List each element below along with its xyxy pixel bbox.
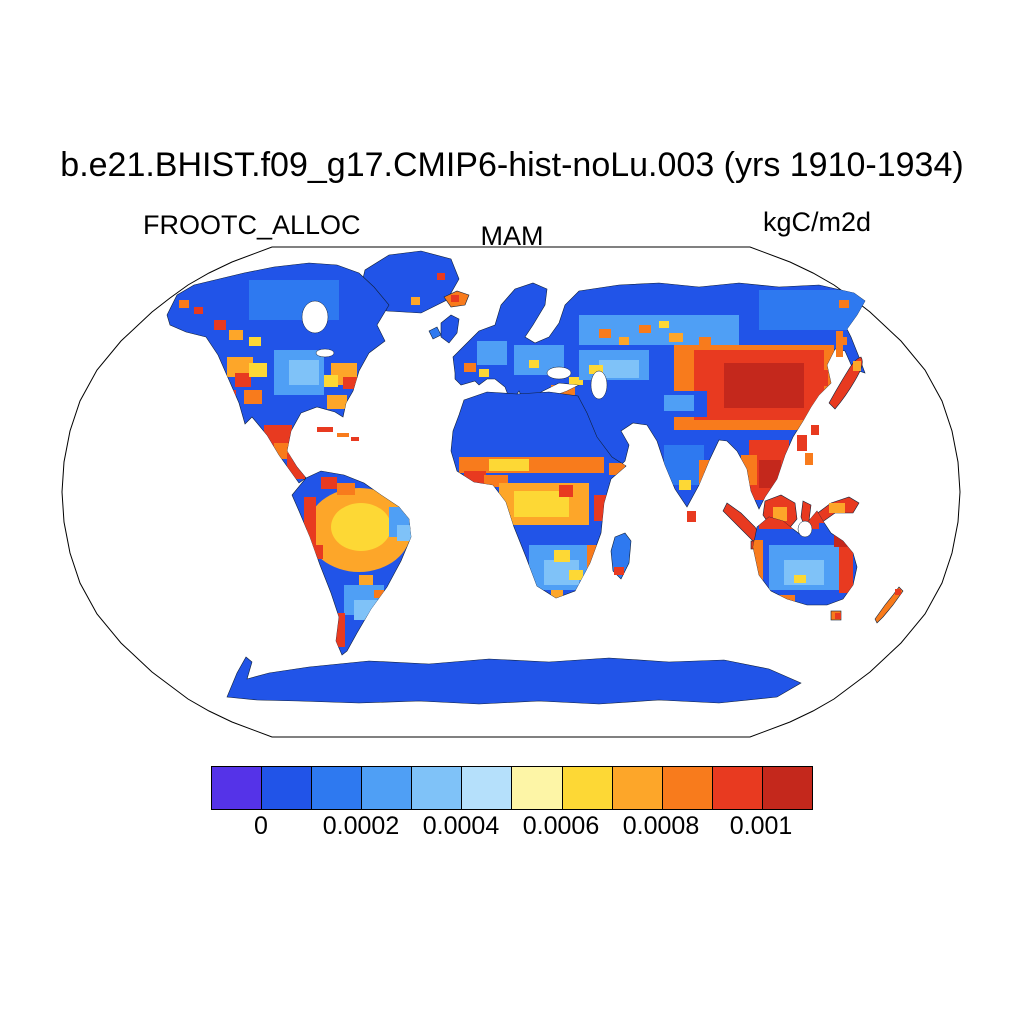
colorbar-tick-label: 0.0008 — [622, 812, 700, 840]
colorbar-tick-label: 0 — [254, 812, 268, 840]
continent-south-america — [291, 470, 412, 656]
colorbar-tick-label: 0.001 — [729, 812, 793, 840]
colorbar-segment — [462, 767, 513, 809]
season-label: MAM — [480, 221, 544, 251]
islands-east-asia — [687, 331, 863, 522]
colorbar-tick-label: 0.0006 — [522, 812, 600, 840]
gulf-of-carpentaria — [797, 520, 813, 538]
islands-british-isles — [428, 314, 460, 344]
black-sea — [546, 366, 572, 380]
colorbar-segment — [562, 767, 613, 809]
continent-north-america — [166, 262, 390, 484]
continent-eurasia — [452, 282, 866, 510]
hudson-bay — [301, 300, 329, 334]
colorbar-ticks: 0 0.0002 0.0004 0.0006 0.0008 0.001 — [211, 812, 811, 846]
colorbar — [211, 766, 813, 810]
world-map — [61, 246, 961, 738]
continent-greenland — [358, 250, 460, 314]
great-lakes — [315, 348, 335, 358]
colorbar-segment — [262, 767, 313, 809]
colorbar-tick-label: 0.0002 — [322, 812, 400, 840]
colorbar-segment — [662, 767, 713, 809]
colorbar-segment — [612, 767, 663, 809]
colorbar-segment — [362, 767, 413, 809]
map-area — [59, 245, 965, 741]
colorbar-segment — [312, 767, 363, 809]
variable-label: FROOTC_ALLOC — [143, 210, 361, 240]
colorbar-tick-label: 0.0004 — [422, 812, 500, 840]
colorbar-segment — [512, 767, 563, 809]
caspian-sea — [590, 370, 608, 400]
units-label: kgC/m2d — [763, 207, 872, 237]
islands-caribbean — [317, 427, 359, 441]
island-iceland — [443, 290, 470, 308]
colorbar-segment — [412, 767, 463, 809]
island-madagascar — [610, 532, 632, 580]
colorbar-segment — [712, 767, 763, 809]
colorbar-segment — [212, 767, 263, 809]
colorbar-segment — [762, 767, 812, 809]
islands-tasmania-new-zealand — [830, 586, 904, 624]
plot-title: b.e21.BHIST.f09_g17.CMIP6-hist-noLu.003 … — [60, 146, 964, 184]
